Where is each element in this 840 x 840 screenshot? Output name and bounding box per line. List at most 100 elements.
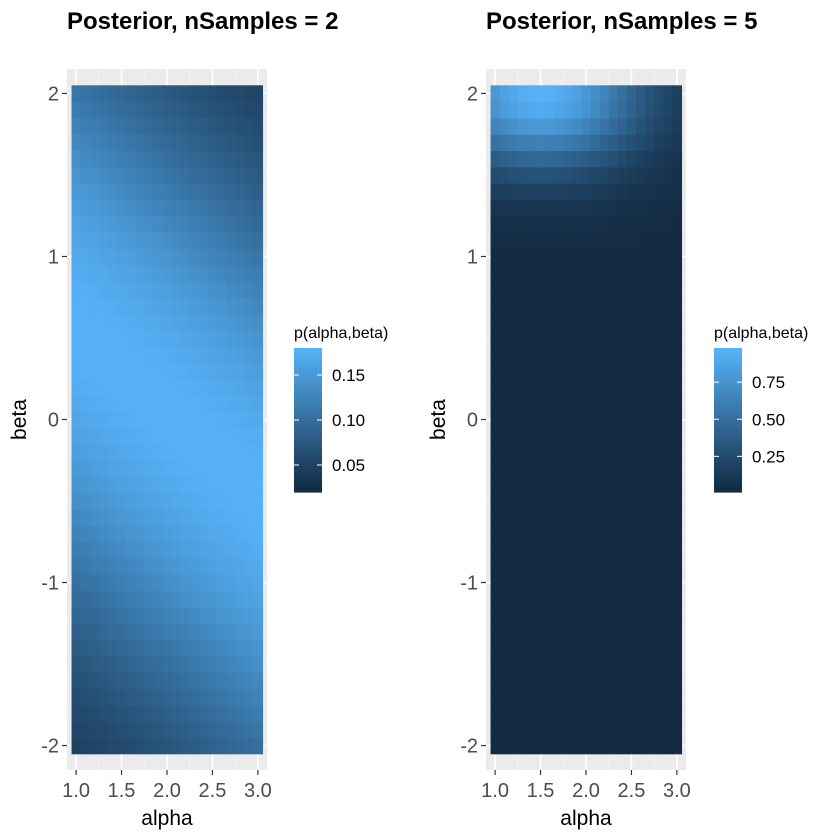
heatmap-tile <box>581 688 592 706</box>
heatmap-tile <box>180 590 191 608</box>
legend-color-step <box>714 470 742 475</box>
legend-color-step <box>294 373 322 378</box>
heatmap-tile <box>599 558 610 575</box>
heatmap-tile <box>626 264 637 282</box>
heatmap-tile <box>89 395 100 412</box>
heatmap-tile <box>645 704 655 722</box>
heatmap-tile <box>654 541 664 559</box>
heatmap-tile <box>599 199 610 217</box>
heatmap-tile <box>80 737 91 755</box>
heatmap-tile <box>162 166 173 184</box>
heatmap-tile <box>107 134 118 152</box>
heatmap-tile <box>672 590 683 608</box>
heatmap-tile <box>645 183 655 201</box>
heatmap-tile <box>171 672 182 690</box>
heatmap-tile <box>162 378 173 396</box>
heatmap-tile <box>244 460 254 478</box>
heatmap-tile <box>180 166 191 184</box>
heatmap-tile <box>554 280 564 298</box>
heatmap-tile <box>126 232 136 249</box>
heatmap-tile <box>71 85 82 103</box>
legend-color-step <box>714 355 742 360</box>
heatmap-tile <box>636 183 646 201</box>
heatmap-tile <box>608 117 619 135</box>
heatmap-tile <box>135 590 145 608</box>
chart-title: Posterior, nSamples = 2 <box>67 8 338 35</box>
heatmap-tile <box>672 280 683 298</box>
heatmap-tile <box>517 558 528 575</box>
heatmap-tile <box>617 313 628 331</box>
heatmap-tile <box>80 411 91 429</box>
heatmap-tile <box>144 590 154 608</box>
heatmap-tile <box>207 509 218 527</box>
heatmap-tile <box>198 574 209 592</box>
heatmap-tile <box>545 492 555 510</box>
legend-color-step <box>294 452 322 457</box>
heatmap-tile <box>526 101 537 119</box>
heatmap-tile <box>235 558 245 575</box>
heatmap-tile <box>71 297 82 315</box>
heatmap-tile <box>545 476 555 494</box>
heatmap-tile <box>581 590 592 608</box>
heatmap-tile <box>563 85 573 103</box>
heatmap-tile <box>563 476 573 494</box>
heatmap-tile <box>617 492 628 510</box>
heatmap-tile <box>180 183 191 201</box>
heatmap-tile <box>490 704 501 722</box>
heatmap-tile <box>645 672 655 690</box>
heatmap-tile <box>554 248 564 266</box>
heatmap-tile <box>536 264 546 282</box>
heatmap-tile <box>563 460 573 478</box>
heatmap-tile <box>207 721 218 738</box>
heatmap-tile <box>253 378 264 396</box>
heatmap-tile <box>545 606 555 624</box>
heatmap-tile <box>608 199 619 217</box>
heatmap-tile <box>126 623 136 641</box>
heatmap-tile <box>490 183 501 201</box>
heatmap-tile <box>217 623 227 641</box>
heatmap-tile <box>107 329 118 347</box>
heatmap-tile <box>171 199 182 217</box>
heatmap-tile <box>599 460 610 478</box>
heatmap-tile <box>135 232 145 249</box>
heatmap-tile <box>572 297 583 315</box>
heatmap-tile <box>153 492 164 510</box>
heatmap-tile <box>153 215 164 233</box>
heatmap-tile <box>198 509 209 527</box>
heatmap-tile <box>636 150 646 168</box>
heatmap-tile <box>617 672 628 690</box>
heatmap-tile <box>545 134 555 152</box>
heatmap-tile <box>217 264 227 282</box>
heatmap-tile <box>599 574 610 592</box>
heatmap-tile <box>545 215 555 233</box>
heatmap-tile <box>80 346 91 364</box>
heatmap-tile <box>244 427 254 445</box>
heatmap-tile <box>663 590 673 608</box>
heatmap-tile <box>153 248 164 266</box>
heatmap-tile <box>244 476 254 494</box>
heatmap-tile <box>126 199 136 217</box>
heatmap-tile <box>517 606 528 624</box>
heatmap-tile <box>545 248 555 266</box>
heatmap-tile <box>617 362 628 380</box>
heatmap-tile <box>244 280 254 298</box>
heatmap-tile <box>153 672 164 690</box>
heatmap-tile <box>599 183 610 201</box>
heatmap-tile <box>617 688 628 706</box>
heatmap-tile <box>617 101 628 119</box>
heatmap-tile <box>107 460 118 478</box>
heatmap-tile <box>117 117 127 135</box>
heatmap-tile <box>645 460 655 478</box>
heatmap-tile <box>645 721 655 738</box>
heatmap-tile <box>599 721 610 738</box>
heatmap-tile <box>98 395 109 412</box>
legend-color-step <box>714 445 742 450</box>
heatmap-tile <box>608 737 619 755</box>
heatmap-tile <box>490 492 501 510</box>
heatmap-tile <box>663 525 673 543</box>
heatmap-tile <box>89 411 100 429</box>
heatmap-tile <box>554 297 564 315</box>
heatmap-tile <box>526 639 537 657</box>
heatmap-tile <box>526 721 537 738</box>
heatmap-tile <box>71 280 82 298</box>
